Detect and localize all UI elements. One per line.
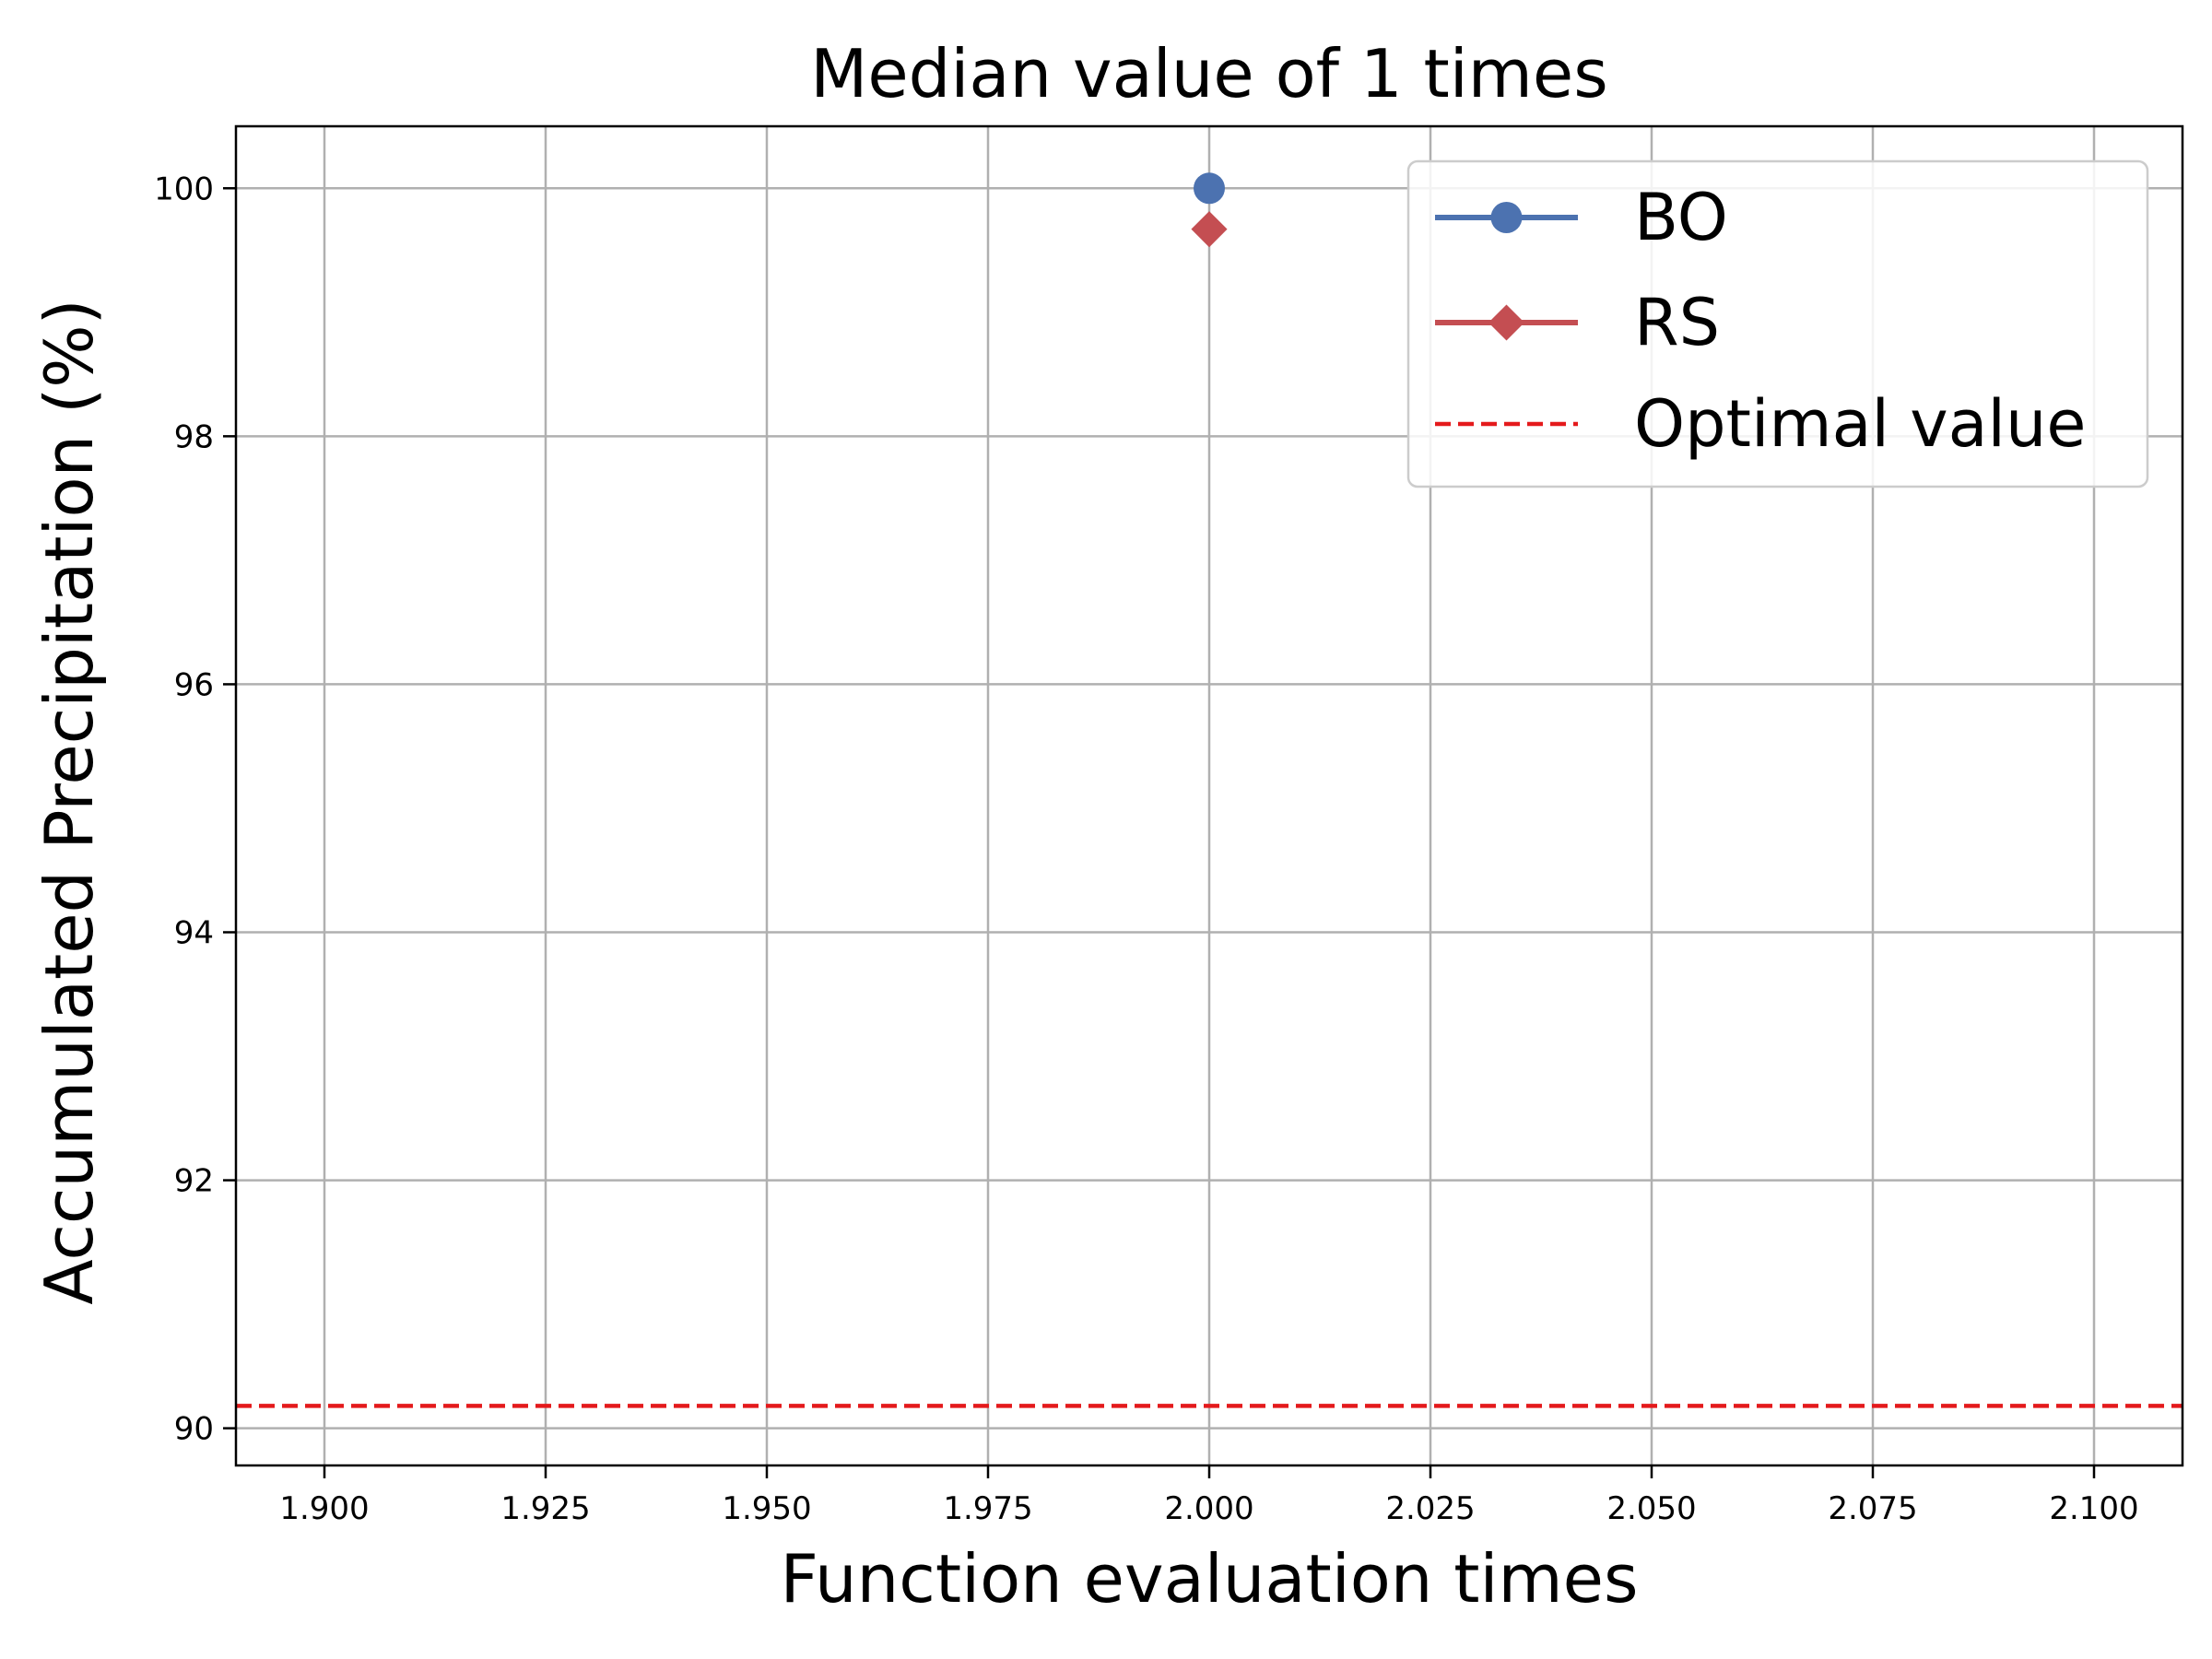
x-tick-label: 1.900 (279, 1490, 369, 1527)
x-tick-label: 2.000 (1164, 1490, 1253, 1527)
legend-frame (1406, 159, 2149, 488)
x-tick-label: 1.975 (943, 1490, 1032, 1527)
legend: BO RS Optimal value (1406, 159, 2149, 488)
x-axis-label: Function evaluation times (781, 1540, 1639, 1618)
y-tick-label: 96 (174, 666, 214, 703)
legend-label: RS (1634, 285, 1720, 360)
chart-title: Median value of 1 times (810, 35, 1607, 112)
y-axis-label: Accumulated Precipitation (%) (30, 299, 108, 1304)
x-tick-label: 2.075 (1828, 1490, 1917, 1527)
y-tick-label: 98 (174, 418, 214, 455)
legend-marker (1490, 202, 1523, 233)
legend-label: BO (1634, 180, 1728, 255)
x-tick-label: 1.950 (722, 1490, 811, 1527)
legend-item-optimal-value: Optimal value (1435, 386, 2086, 462)
series-markers (1191, 172, 1228, 248)
rs-point (1191, 211, 1228, 248)
y-tick-label: 90 (174, 1411, 214, 1448)
y-tick-label: 100 (154, 171, 214, 207)
legend-marker (1488, 304, 1525, 341)
y-tick-label: 94 (174, 914, 214, 951)
x-tick-label: 1.925 (500, 1490, 590, 1527)
x-tick-label: 2.100 (2049, 1490, 2138, 1527)
x-tick-label: 2.050 (1606, 1490, 1696, 1527)
y-tick-label: 92 (174, 1163, 214, 1200)
legend-item-rs: RS (1435, 285, 1720, 360)
x-tick-label: 2.025 (1385, 1490, 1475, 1527)
bo-point (1194, 172, 1225, 205)
axis-ticks: 1.900 1.925 1.950 1.975 2.000 2.025 2.050 2.075… (154, 171, 2139, 1527)
legend-item-bo: BO (1435, 180, 1728, 255)
legend-label: Optimal value (1634, 386, 2086, 462)
